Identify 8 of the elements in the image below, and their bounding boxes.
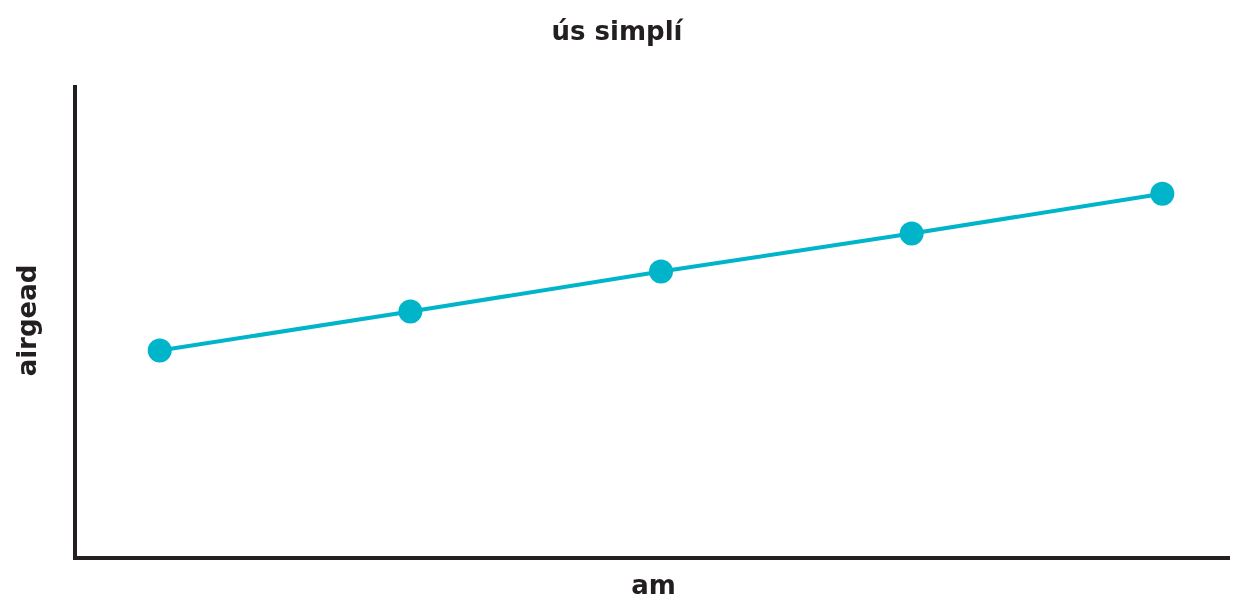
point [1150,181,1175,206]
point [398,299,423,324]
point [147,338,172,363]
x-axis-title: am [631,570,676,601]
y-axis-title: airgead [11,264,42,377]
point [649,259,674,284]
chart-title: ús simplí [551,15,685,46]
point [899,221,924,246]
